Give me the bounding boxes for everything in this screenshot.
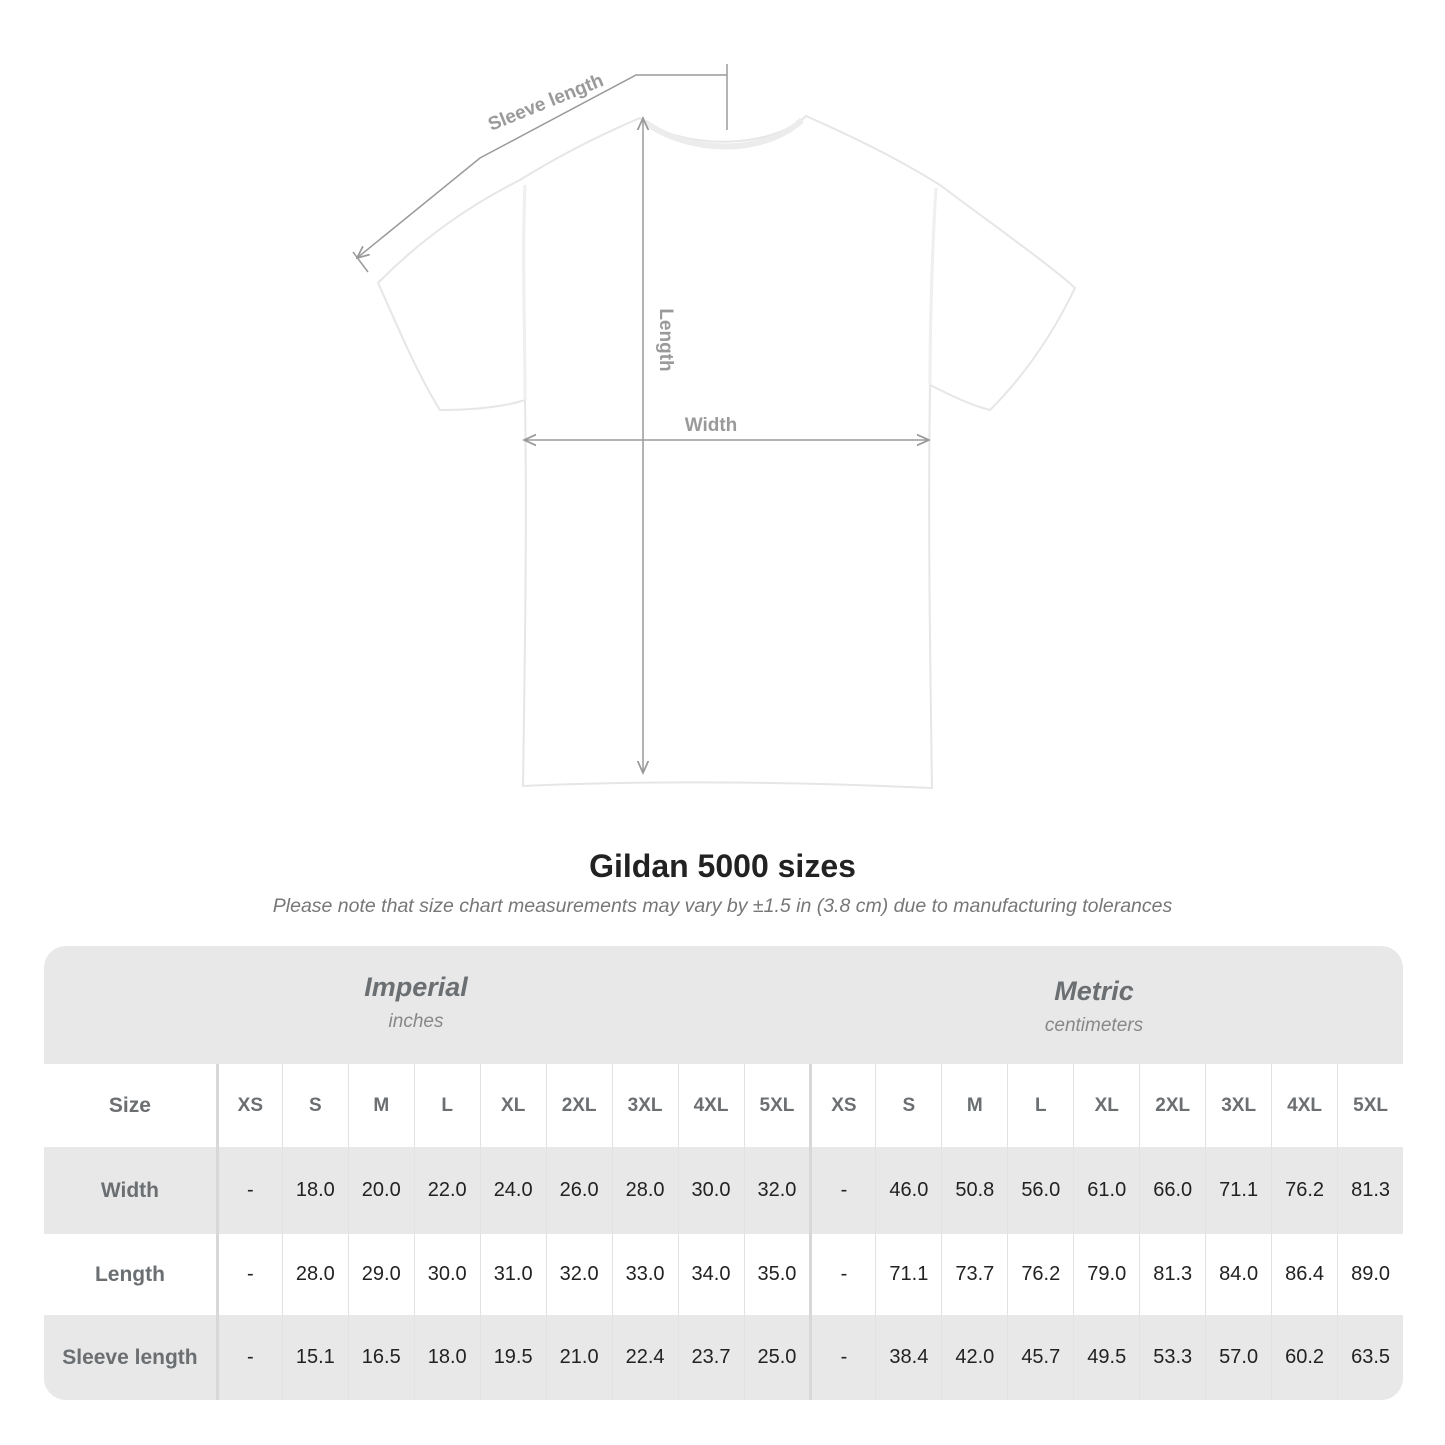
- metric-value-cell: 71.1: [875, 1234, 941, 1315]
- imperial-value-cell: 19.5: [479, 1315, 546, 1400]
- metric-value-cell: 76.2: [1007, 1234, 1073, 1315]
- imperial-value-cell: 34.0: [677, 1234, 744, 1315]
- imperial-value-cell: 29.0: [347, 1234, 414, 1315]
- metric-value-cell: -: [809, 1234, 875, 1315]
- metric-value-cell: 38.4: [875, 1315, 941, 1400]
- metric-unit: centimeters: [1044, 1015, 1144, 1036]
- imperial-value-cell: 30.0: [677, 1147, 744, 1234]
- metric-size-header: M: [941, 1064, 1007, 1147]
- imperial-size-header: 4XL: [677, 1064, 744, 1147]
- size-table: Imperial inches Metric centimeters Size X…: [44, 946, 1403, 1400]
- imperial-size-header: S: [281, 1064, 348, 1147]
- metric-value-cell: 73.7: [941, 1234, 1007, 1315]
- metric-size-header: L: [1007, 1064, 1073, 1147]
- imperial-value-cell: 15.1: [281, 1315, 348, 1400]
- width-label: Width: [685, 415, 738, 436]
- metric-value-cell: -: [809, 1315, 875, 1400]
- table-row: Length -28.0 29.0 30.0 31.0 32.0 33.0 34.0 35.0-…: [44, 1234, 1403, 1315]
- metric-size-header: S: [875, 1064, 941, 1147]
- imperial-value-cell: 30.0: [413, 1234, 480, 1315]
- metric-header: Metric centimeters: [894, 946, 1294, 1094]
- row-label: Sleeve length: [62, 1345, 198, 1369]
- imperial-value-cell: 18.0: [413, 1315, 480, 1400]
- imperial-value-cell: 21.0: [545, 1315, 612, 1400]
- row-label: Width: [100, 1178, 159, 1202]
- metric-value-cell: 86.4: [1271, 1234, 1337, 1315]
- metric-value-cell: 56.0: [1007, 1147, 1073, 1234]
- imperial-value-cell: 32.0: [545, 1234, 612, 1315]
- imperial-value-cell: 28.0: [611, 1147, 678, 1234]
- metric-value-cell: 53.3: [1139, 1315, 1205, 1400]
- table-row: Sleeve length -15.1 16.5 18.0 19.5 21.0 22.4 23…: [44, 1315, 1403, 1400]
- metric-value-cell: 84.0: [1205, 1234, 1271, 1315]
- metric-value-cell: 45.7: [1007, 1315, 1073, 1400]
- metric-value-cell: 63.5: [1337, 1315, 1403, 1400]
- metric-value-cell: 81.3: [1337, 1147, 1403, 1234]
- imperial-value-cell: 35.0: [743, 1234, 810, 1315]
- metric-value-cell: 57.0: [1205, 1315, 1271, 1400]
- metric-value-cell: 60.2: [1271, 1315, 1337, 1400]
- imperial-value-cell: 16.5: [347, 1315, 414, 1400]
- metric-value-cell: 79.0: [1073, 1234, 1139, 1315]
- sleeve-measure-line: [357, 74, 727, 258]
- row-label: Size: [108, 1093, 151, 1117]
- metric-size-header: 2XL: [1139, 1064, 1205, 1147]
- imperial-value-cell: 22.0: [413, 1147, 480, 1234]
- metric-value-cell: 71.1: [1205, 1147, 1271, 1234]
- metric-size-header: 4XL: [1271, 1064, 1337, 1147]
- metric-value-cell: 89.0: [1337, 1234, 1403, 1315]
- tshirt-image: [376, 114, 1077, 790]
- sleeve-length-label: Sleeve length: [485, 70, 606, 135]
- metric-value-cell: 76.2: [1271, 1147, 1337, 1234]
- metric-value-cell: 66.0: [1139, 1147, 1205, 1234]
- imperial-value-cell: 18.0: [281, 1147, 348, 1234]
- imperial-value-cell: -: [215, 1234, 282, 1315]
- metric-size-header: XS: [809, 1064, 875, 1147]
- imperial-unit: inches: [388, 1011, 444, 1032]
- metric-value-cell: 61.0: [1073, 1147, 1139, 1234]
- tolerance-note: Please note that size chart measurements…: [272, 895, 1173, 917]
- metric-value-cell: 42.0: [941, 1315, 1007, 1400]
- metric-size-header: 3XL: [1205, 1064, 1271, 1147]
- imperial-value-cell: 25.0: [743, 1315, 810, 1400]
- metric-value-cell: 49.5: [1073, 1315, 1139, 1400]
- metric-value-cell: 46.0: [875, 1147, 941, 1234]
- imperial-size-header: XL: [479, 1064, 546, 1147]
- imperial-size-header: XS: [215, 1064, 282, 1147]
- imperial-value-cell: 28.0: [281, 1234, 348, 1315]
- imperial-value-cell: 24.0: [479, 1147, 546, 1234]
- imperial-value-cell: -: [215, 1147, 282, 1234]
- imperial-value-cell: 22.4: [611, 1315, 678, 1400]
- metric-size-header: 5XL: [1337, 1064, 1403, 1147]
- page-title: Gildan 5000 sizes: [589, 848, 856, 884]
- imperial-value-cell: -: [215, 1315, 282, 1400]
- imperial-value-cell: 26.0: [545, 1147, 612, 1234]
- imperial-size-header: 5XL: [743, 1064, 810, 1147]
- metric-size-header: XL: [1073, 1064, 1139, 1147]
- metric-value-cell: -: [809, 1147, 875, 1234]
- imperial-size-header: L: [413, 1064, 480, 1147]
- imperial-size-header: M: [347, 1064, 414, 1147]
- tshirt-diagram: Sleeve length Length Width: [352, 64, 1077, 790]
- imperial-value-cell: 32.0: [743, 1147, 810, 1234]
- imperial-value-cell: 31.0: [479, 1234, 546, 1315]
- imperial-size-header: 2XL: [545, 1064, 612, 1147]
- imperial-size-header: 3XL: [611, 1064, 678, 1147]
- imperial-value-cell: 23.7: [677, 1315, 744, 1400]
- metric-value-cell: 50.8: [941, 1147, 1007, 1234]
- table-row: Width -18.0 20.0 22.0 24.0 26.0 28.0 30.0 32.0-4…: [44, 1147, 1403, 1234]
- imperial-header: Imperial inches: [216, 946, 616, 1090]
- imperial-value-cell: 33.0: [611, 1234, 678, 1315]
- imperial-value-cell: 20.0: [347, 1147, 414, 1234]
- length-label: Length: [655, 308, 676, 371]
- metric-title: Metric: [1054, 976, 1134, 1006]
- metric-value-cell: 81.3: [1139, 1234, 1205, 1315]
- row-label: Length: [94, 1262, 165, 1286]
- size-header-row: Size XS S M L XL 2XL 3XL 4XL 5XL XS S M L XL 2XL 3XL 4XL 5…: [44, 1064, 1403, 1147]
- imperial-title: Imperial: [364, 972, 468, 1002]
